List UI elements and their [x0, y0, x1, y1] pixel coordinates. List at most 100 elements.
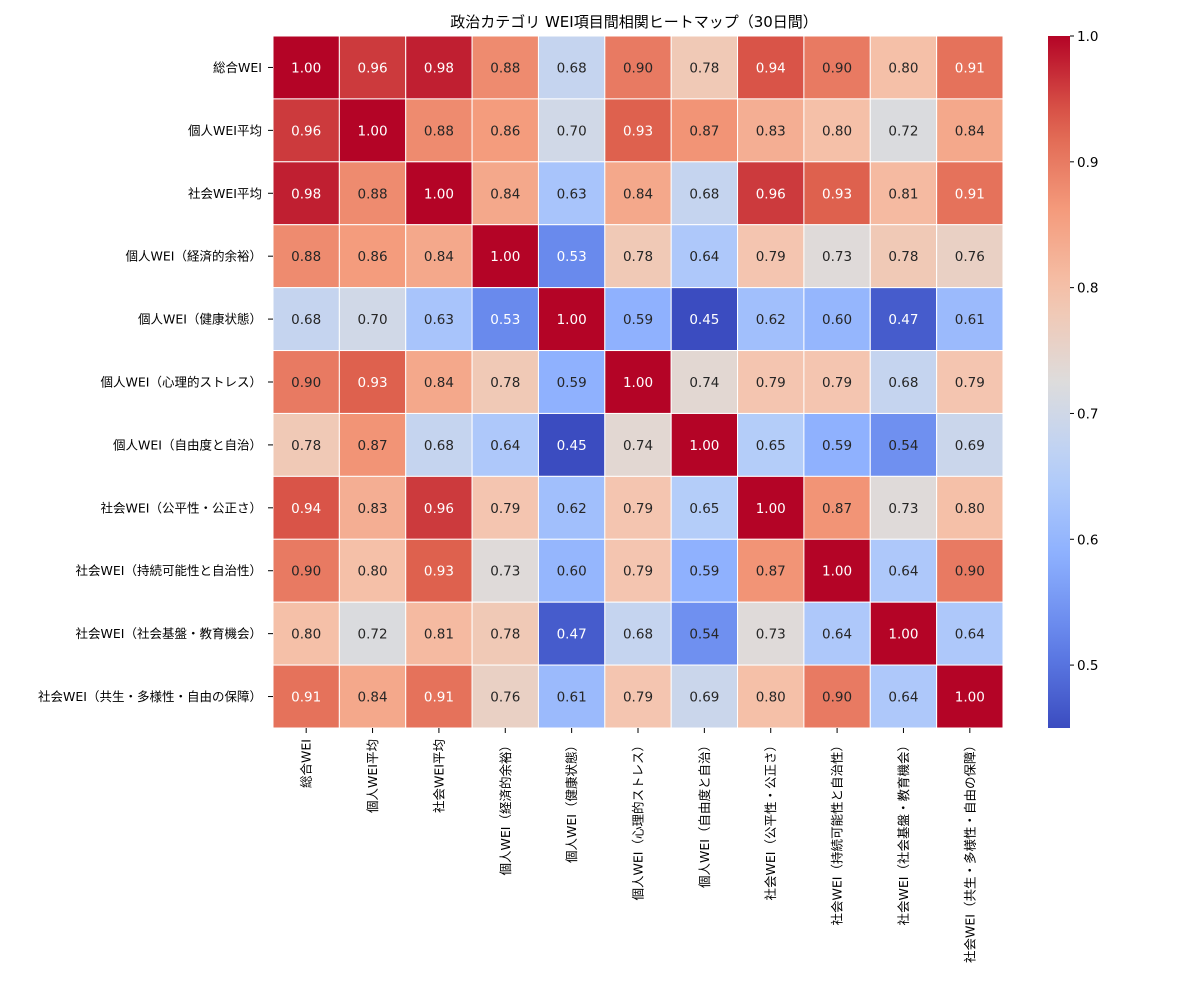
cell-value-label: 0.62 [557, 501, 587, 517]
heatmap-cell [405, 538, 473, 603]
heatmap-cell [936, 601, 1004, 666]
cell-value-label: 0.79 [756, 249, 786, 265]
cell-value-label: 0.60 [822, 312, 852, 328]
cell-value-label: 0.73 [888, 501, 918, 517]
cell-value-label: 0.90 [623, 60, 653, 76]
cell-value-label: 1.00 [756, 501, 786, 517]
heatmap-cell [471, 287, 539, 352]
cell-value-label: 0.84 [623, 186, 653, 202]
cell-value-label: 0.61 [557, 690, 587, 706]
heatmap-cell [803, 161, 871, 226]
heatmap-cell [737, 601, 805, 666]
cell-value-label: 0.80 [358, 564, 388, 580]
cell-value-label: 0.79 [822, 375, 852, 391]
cell-value-label: 0.69 [689, 690, 719, 706]
heatmap-cell [272, 538, 340, 603]
cell-value-label: 0.90 [822, 60, 852, 76]
cell-value-label: 0.96 [358, 60, 388, 76]
cell-value-label: 0.79 [955, 375, 985, 391]
cell-value-label: 0.72 [358, 627, 388, 643]
heatmap-cell [936, 287, 1004, 352]
heatmap-cell [737, 35, 805, 100]
heatmap-cell [737, 412, 805, 477]
heatmap-cell [604, 475, 672, 540]
cell-value-label: 0.90 [955, 564, 985, 580]
heatmap-cell [405, 35, 473, 100]
cell-value-label: 1.00 [888, 627, 918, 643]
row-label: 個人WEI（自由度と自治） [113, 437, 262, 452]
heatmap-cell [803, 224, 871, 289]
cell-value-label: 0.78 [291, 438, 321, 454]
cell-value-label: 0.53 [490, 312, 520, 328]
heatmap-cell [869, 664, 938, 729]
cell-value-label: 0.76 [490, 690, 520, 706]
row-label: 社会WEI（社会基盤・教育機会） [76, 626, 262, 641]
cell-value-label: 1.00 [490, 249, 520, 265]
heatmap-cell [537, 161, 606, 226]
heatmap-cell [338, 412, 407, 477]
heatmap-cell [936, 161, 1004, 226]
heatmap-cell [869, 475, 938, 540]
cell-value-label: 0.64 [888, 690, 918, 706]
cell-value-label: 0.68 [689, 186, 719, 202]
cell-value-label: 0.94 [756, 60, 786, 76]
cell-value-label: 0.88 [490, 60, 520, 76]
cell-value-label: 1.00 [424, 186, 454, 202]
cell-value-label: 0.79 [623, 564, 653, 580]
cell-value-label: 0.70 [557, 123, 587, 139]
cell-value-label: 0.45 [689, 312, 719, 328]
heatmap-cell [936, 664, 1004, 729]
cell-value-label: 1.00 [291, 60, 321, 76]
cell-value-label: 1.00 [557, 312, 587, 328]
heatmap-cell [737, 475, 805, 540]
cell-value-label: 0.78 [490, 375, 520, 391]
cell-value-label: 0.81 [424, 627, 454, 643]
colorbar-tick-label: 0.5 [1077, 658, 1098, 674]
heatmap-cell [405, 601, 473, 666]
colorbar-tick-label: 0.8 [1077, 281, 1098, 297]
cell-value-label: 0.78 [888, 249, 918, 265]
heatmap-cell [338, 664, 407, 729]
row-label: 社会WEI（公平性・公正さ） [101, 500, 262, 515]
column-label: 総合WEI [299, 739, 314, 788]
cell-value-label: 0.68 [888, 375, 918, 391]
cell-value-label: 0.62 [756, 312, 786, 328]
cell-value-label: 0.87 [822, 501, 852, 517]
heatmap-cell [936, 350, 1004, 414]
heatmap-cell [737, 98, 805, 163]
cell-value-label: 0.91 [424, 690, 454, 706]
cell-value-label: 0.53 [557, 249, 587, 265]
heatmap-cell [670, 538, 739, 603]
heatmap-cell [869, 98, 938, 163]
heatmap-cell [604, 538, 672, 603]
cell-value-label: 0.88 [358, 186, 388, 202]
cell-value-label: 0.90 [291, 564, 321, 580]
heatmap-cell [537, 475, 606, 540]
cell-value-label: 0.83 [358, 501, 388, 517]
heatmap-cell [936, 412, 1004, 477]
row-label: 社会WEI平均 [188, 186, 262, 201]
cell-value-label: 0.59 [557, 375, 587, 391]
cell-value-label: 0.47 [557, 627, 587, 643]
heatmap-cell [338, 287, 407, 352]
heatmap-cell [405, 412, 473, 477]
heatmap-cell [869, 35, 938, 100]
cell-value-label: 1.00 [358, 123, 388, 139]
row-label: 個人WEI（心理的ストレス） [101, 375, 262, 390]
cell-value-label: 0.65 [756, 438, 786, 454]
cell-value-label: 0.68 [291, 312, 321, 328]
column-label: 社会WEI（社会基盤・教育機会） [896, 739, 911, 925]
heatmap-cells [272, 35, 1004, 729]
cell-value-label: 0.63 [557, 186, 587, 202]
heatmap-cell [272, 35, 340, 100]
column-label: 社会WEI（持続可能性と自治性） [830, 739, 845, 925]
cell-value-label: 0.78 [689, 60, 719, 76]
heatmap-cell [670, 412, 739, 477]
heatmap-cell [537, 601, 606, 666]
cell-value-label: 0.90 [291, 375, 321, 391]
heatmap-cell [604, 161, 672, 226]
cell-value-label: 0.65 [689, 501, 719, 517]
cell-value-label: 0.86 [358, 249, 388, 265]
heatmap-cell [405, 664, 473, 729]
